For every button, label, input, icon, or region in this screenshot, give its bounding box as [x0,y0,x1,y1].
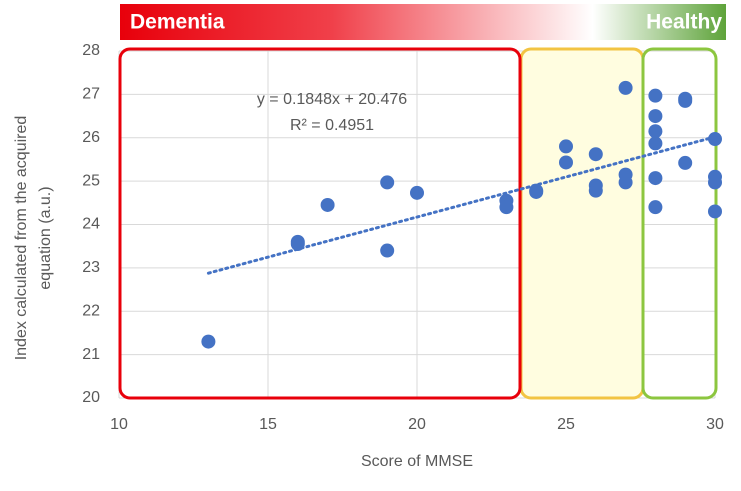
y-tick-label: 28 [82,42,100,59]
data-point [290,237,305,252]
banner [120,4,726,40]
data-point [708,132,722,147]
data-point [648,88,663,103]
data-point [648,136,663,151]
y-axis-title: equation (a.u.) [37,186,54,289]
data-point [559,139,573,154]
x-tick-label: 15 [259,416,277,433]
data-point [678,93,693,108]
banner-right: Healthy [646,11,722,34]
data-point [618,80,633,95]
y-tick-label: 24 [82,216,100,233]
y-tick-label: 20 [82,389,100,406]
x-axis-title: Score of MMSE [361,453,473,470]
data-point [708,204,722,219]
data-point [499,200,514,215]
healthy-region [641,47,718,400]
y-tick-label: 21 [82,346,100,363]
x-tick-label: 30 [706,416,724,433]
data-point [678,155,693,170]
data-point [320,197,335,212]
y-axis-title: Index calculated from the acquired [13,116,30,361]
data-point [618,175,633,190]
data-point [380,243,395,258]
y-tick-label: 22 [82,302,100,319]
y-tick-label: 26 [82,129,100,146]
data-point [380,175,395,190]
x-tick-label: 20 [408,416,426,433]
data-point [588,147,603,162]
y-tick-label: 23 [82,259,100,276]
x-tick-label: 10 [110,416,128,433]
data-point [648,200,663,215]
data-point [648,171,663,186]
data-point [529,183,544,198]
y-tick-label: 27 [82,86,100,103]
dementia-region [118,47,522,400]
data-point [588,183,603,198]
data-point [708,175,722,190]
data-point [648,109,663,124]
banner-left: Dementia [130,11,225,34]
data-point [410,185,424,200]
r-squared: R² = 0.4951 [290,117,374,134]
x-tick-label: 25 [557,416,575,433]
data-point [201,334,216,349]
equation: y = 0.1848x + 20.476 [257,91,407,108]
y-tick-label: 25 [82,172,100,189]
trendline [206,135,717,275]
mild-region [519,47,645,400]
data-point [648,124,663,139]
data-point [559,155,573,170]
